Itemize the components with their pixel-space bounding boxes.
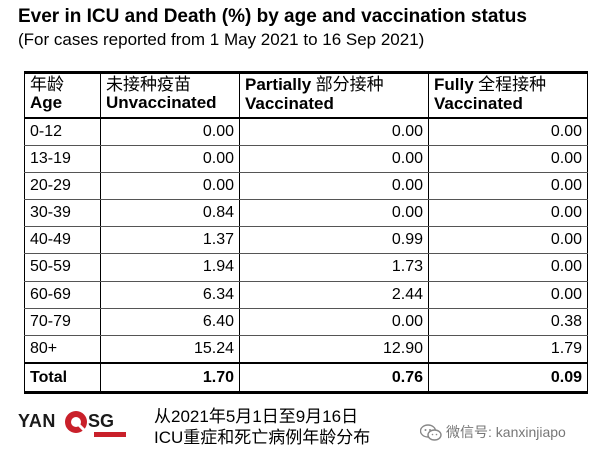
value-cell-unvaccinated: 1.94 bbox=[100, 253, 240, 282]
col-header-partially-cn: 部分接种 bbox=[315, 75, 384, 94]
wechat-id: 微信号: kanxinjiapo bbox=[446, 424, 566, 440]
logo-mark-icon bbox=[65, 411, 87, 433]
value-cell-partially: 0.00 bbox=[239, 199, 429, 228]
value-cell-partially: 0.00 bbox=[239, 117, 429, 146]
table-row: 40-49 1.37 0.99 0.00 bbox=[24, 226, 588, 255]
value-cell-partially: 0.76 bbox=[239, 362, 429, 394]
value-cell-partially: 1.73 bbox=[239, 253, 429, 282]
table-row: 60-69 6.34 2.44 0.00 bbox=[24, 280, 588, 309]
col-header-unvaccinated: 未接种疫苗 Unvaccinated bbox=[100, 72, 240, 119]
footer-caption-line2: ICU重症和死亡病例年龄分布 bbox=[154, 428, 371, 447]
value-cell-fully: 0.09 bbox=[428, 362, 588, 394]
value-cell-partially: 0.00 bbox=[239, 307, 429, 336]
chart-subtitle: (For cases reported from 1 May 2021 to 1… bbox=[18, 30, 425, 49]
value-cell-unvaccinated: 1.37 bbox=[100, 226, 240, 255]
table-row: 50-59 1.94 1.73 0.00 bbox=[24, 253, 588, 282]
col-header-unvaccinated-cn: 未接种疫苗 bbox=[106, 75, 191, 94]
value-cell-unvaccinated: 1.70 bbox=[100, 362, 240, 394]
value-cell-unvaccinated: 15.24 bbox=[100, 334, 240, 364]
table-row: 30-39 0.84 0.00 0.00 bbox=[24, 199, 588, 228]
age-cell: 70-79 bbox=[24, 307, 101, 336]
col-header-fully-en: Vaccinated bbox=[434, 94, 523, 113]
value-cell-partially: 0.99 bbox=[239, 226, 429, 255]
col-header-fully: Fully 全程接种 Vaccinated bbox=[428, 72, 588, 119]
value-cell-fully: 0.00 bbox=[428, 280, 588, 309]
yansg-logo: YAN SG bbox=[18, 407, 138, 447]
table-row: 80+ 15.24 12.90 1.79 bbox=[24, 334, 588, 364]
table-row: 13-19 0.00 0.00 0.00 bbox=[24, 144, 588, 173]
footer-caption: 从2021年5月1日至9月16日 ICU重症和死亡病例年龄分布 bbox=[154, 406, 370, 448]
col-header-partially: Partially 部分接种 Vaccinated bbox=[239, 72, 429, 119]
value-cell-fully: 0.00 bbox=[428, 171, 588, 201]
value-cell-unvaccinated: 0.00 bbox=[100, 117, 240, 146]
value-cell-fully: 0.00 bbox=[428, 199, 588, 228]
col-header-age-en: Age bbox=[30, 93, 63, 112]
value-cell-unvaccinated: 6.34 bbox=[100, 280, 240, 309]
age-cell: 30-39 bbox=[24, 199, 101, 228]
table-body: 0-12 0.00 0.00 0.00 13-19 0.00 0.00 0.00 20-29 0.… bbox=[24, 117, 588, 394]
value-cell-unvaccinated: 0.84 bbox=[100, 199, 240, 228]
age-cell: 0-12 bbox=[24, 117, 101, 146]
col-header-fully-en-top: Fully bbox=[434, 75, 474, 94]
age-cell: 20-29 bbox=[24, 171, 101, 201]
col-header-age-cn: 年龄 bbox=[30, 75, 64, 94]
data-table: 年龄 Age 未接种疫苗 Unvaccinated Partially 部分接种… bbox=[24, 71, 588, 394]
value-cell-unvaccinated: 0.00 bbox=[100, 171, 240, 201]
age-cell: 80+ bbox=[24, 334, 101, 364]
table-header-row: 年龄 Age 未接种疫苗 Unvaccinated Partially 部分接种… bbox=[24, 72, 588, 119]
col-header-partially-en: Vaccinated bbox=[245, 94, 334, 113]
logo-text-right: SG bbox=[88, 411, 115, 431]
table-row: 70-79 6.40 0.00 0.38 bbox=[24, 307, 588, 336]
total-row: Total 1.70 0.76 0.09 bbox=[24, 362, 588, 394]
wechat-icon bbox=[420, 424, 442, 441]
value-cell-partially: 0.00 bbox=[239, 144, 429, 173]
value-cell-fully: 0.00 bbox=[428, 117, 588, 146]
value-cell-fully: 0.38 bbox=[428, 307, 588, 336]
age-cell: 50-59 bbox=[24, 253, 101, 282]
value-cell-fully: 0.00 bbox=[428, 144, 588, 173]
value-cell-partially: 12.90 bbox=[239, 334, 429, 364]
age-cell: 13-19 bbox=[24, 144, 101, 173]
footer-caption-line1: 从2021年5月1日至9月16日 bbox=[154, 407, 359, 426]
wechat-watermark: 微信号: kanxinjiapo bbox=[420, 422, 566, 442]
col-header-unvaccinated-en: Unvaccinated bbox=[106, 93, 217, 112]
value-cell-unvaccinated: 6.40 bbox=[100, 307, 240, 336]
age-cell: 60-69 bbox=[24, 280, 101, 309]
col-header-fully-cn: 全程接种 bbox=[478, 75, 547, 94]
value-cell-partially: 2.44 bbox=[239, 280, 429, 309]
value-cell-unvaccinated: 0.00 bbox=[100, 144, 240, 173]
col-header-partially-en-top: Partially bbox=[245, 75, 312, 94]
value-cell-fully: 0.00 bbox=[428, 226, 588, 255]
age-cell: 40-49 bbox=[24, 226, 101, 255]
logo-accent-bar bbox=[94, 432, 126, 437]
age-cell: Total bbox=[24, 362, 101, 394]
col-header-age: 年龄 Age bbox=[24, 72, 101, 119]
value-cell-fully: 0.00 bbox=[428, 253, 588, 282]
chart-title: Ever in ICU and Death (%) by age and vac… bbox=[18, 6, 527, 27]
logo-text-left: YAN bbox=[18, 411, 56, 431]
value-cell-partially: 0.00 bbox=[239, 171, 429, 201]
table-row: 20-29 0.00 0.00 0.00 bbox=[24, 171, 588, 201]
table-row: 0-12 0.00 0.00 0.00 bbox=[24, 117, 588, 146]
value-cell-fully: 1.79 bbox=[428, 334, 588, 364]
